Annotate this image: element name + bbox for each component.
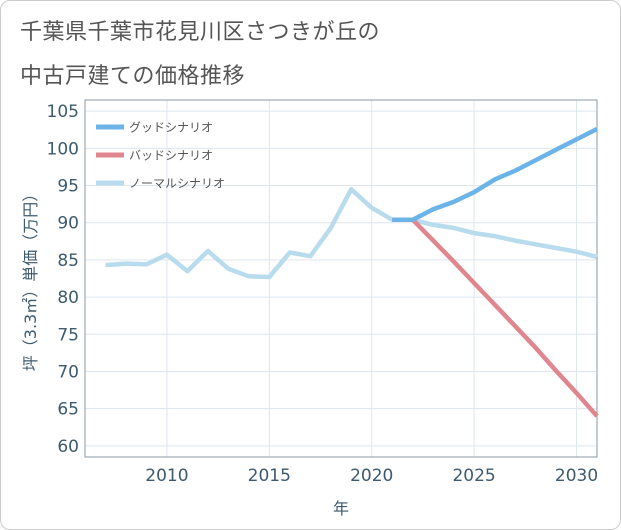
series-layer xyxy=(105,126,599,418)
legend-label-2: ノーマルシナリオ xyxy=(129,177,225,191)
series-line-0 xyxy=(392,126,599,222)
x-tick-labels: 2010 2015 2020 2025 2030 xyxy=(145,466,598,486)
y-tick-label: 60 xyxy=(57,437,79,457)
x-tick-label: 2010 xyxy=(145,466,188,486)
y-tick-label: 75 xyxy=(57,325,79,345)
chart-title-line-2: 中古戸建ての価格推移 xyxy=(20,64,246,89)
x-tick-label: 2025 xyxy=(452,466,495,486)
y-tick-label: 100 xyxy=(47,139,79,159)
plot-border xyxy=(84,99,598,458)
y-tick-label: 90 xyxy=(57,214,79,234)
y-tick-label: 80 xyxy=(57,288,79,308)
y-tick-label: 65 xyxy=(57,400,79,420)
x-tick-label: 2015 xyxy=(248,466,291,486)
x-tick-label: 2030 xyxy=(555,466,598,486)
legend-label-1: バッドシナリオ xyxy=(129,149,213,163)
series-line-1 xyxy=(392,217,599,418)
y-axis-label: 坪（3.3㎡）単価（万円） xyxy=(21,186,40,371)
y-tick-label: 105 xyxy=(47,102,79,122)
y-tick-label: 70 xyxy=(57,362,79,382)
x-axis-label: 年 xyxy=(333,499,349,518)
y-tick-label: 95 xyxy=(57,177,79,197)
legend-label-0: グッドシナリオ xyxy=(129,121,213,135)
y-tick-label: 85 xyxy=(57,251,79,271)
series-line-2 xyxy=(105,187,598,280)
chart-title-line-1: 千葉県千葉市花見川区さつきが丘の xyxy=(20,20,381,45)
x-tick-label: 2020 xyxy=(350,466,393,486)
y-tick-labels: 60 65 70 75 80 85 90 95 100 105 xyxy=(47,102,79,457)
